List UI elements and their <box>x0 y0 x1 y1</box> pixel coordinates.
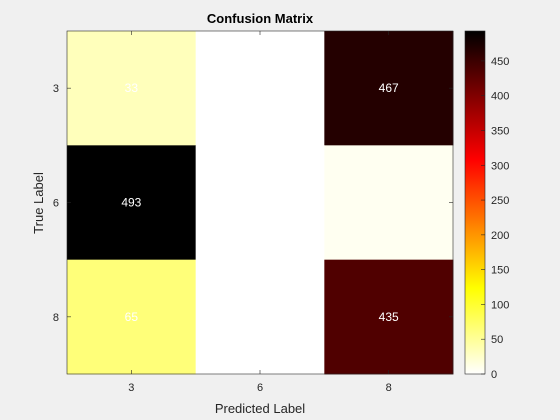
colorbar-tick-label: 300 <box>491 160 509 172</box>
cell-value-label: 467 <box>379 81 399 95</box>
colorbar: 0 50 100 150 200 250 300 350 400 450 <box>464 30 509 381</box>
x-axis-label: Predicted Label <box>215 401 305 416</box>
colorbar-tick-label: 50 <box>491 334 503 346</box>
heatmap-cell-r1-c0 <box>67 145 197 261</box>
colorbar-tick-label: 100 <box>491 299 509 311</box>
y-tick-label: 6 <box>53 198 59 210</box>
plot-area: 33 467 493 65 435 3 6 8 3 6 8 <box>53 30 454 394</box>
colorbar-tick-label: 150 <box>491 265 509 277</box>
x-tick-label: 6 <box>257 382 263 394</box>
cell-value-label: 493 <box>121 196 141 210</box>
colorbar-tick-label: 0 <box>491 369 497 381</box>
heatmap-cell-r2-c0 <box>67 259 197 375</box>
heatmap-cell-r0-c2 <box>324 31 454 146</box>
colorbar-tick-label: 250 <box>491 195 509 207</box>
x-tick-label: 3 <box>128 382 134 394</box>
heatmap-cell-r1-c2 <box>324 145 454 261</box>
colorbar-tick-label: 200 <box>491 230 509 242</box>
heatmap-cell-r0-c0 <box>67 31 197 146</box>
colorbar-tick-label: 450 <box>491 56 509 68</box>
heatmap-cell-r1-c1 <box>195 145 325 261</box>
cell-value-label: 65 <box>125 310 139 324</box>
cell-value-label: 33 <box>125 81 139 95</box>
y-tick-label: 3 <box>53 83 59 95</box>
heatmap-cell-r0-c1 <box>195 31 325 146</box>
cell-value-label: 435 <box>379 310 399 324</box>
chart-title: Confusion Matrix <box>207 11 314 26</box>
x-tick-label: 8 <box>386 382 392 394</box>
colorbar-tick-label: 400 <box>491 91 509 103</box>
y-tick-label: 8 <box>53 312 59 324</box>
heatmap-cell-r2-c2 <box>324 259 454 375</box>
colorbar-tick-label: 350 <box>491 125 509 137</box>
y-axis-label: True Label <box>31 172 46 234</box>
heatmap-cell-r2-c1 <box>195 259 325 375</box>
colorbar-gradient <box>464 30 486 375</box>
